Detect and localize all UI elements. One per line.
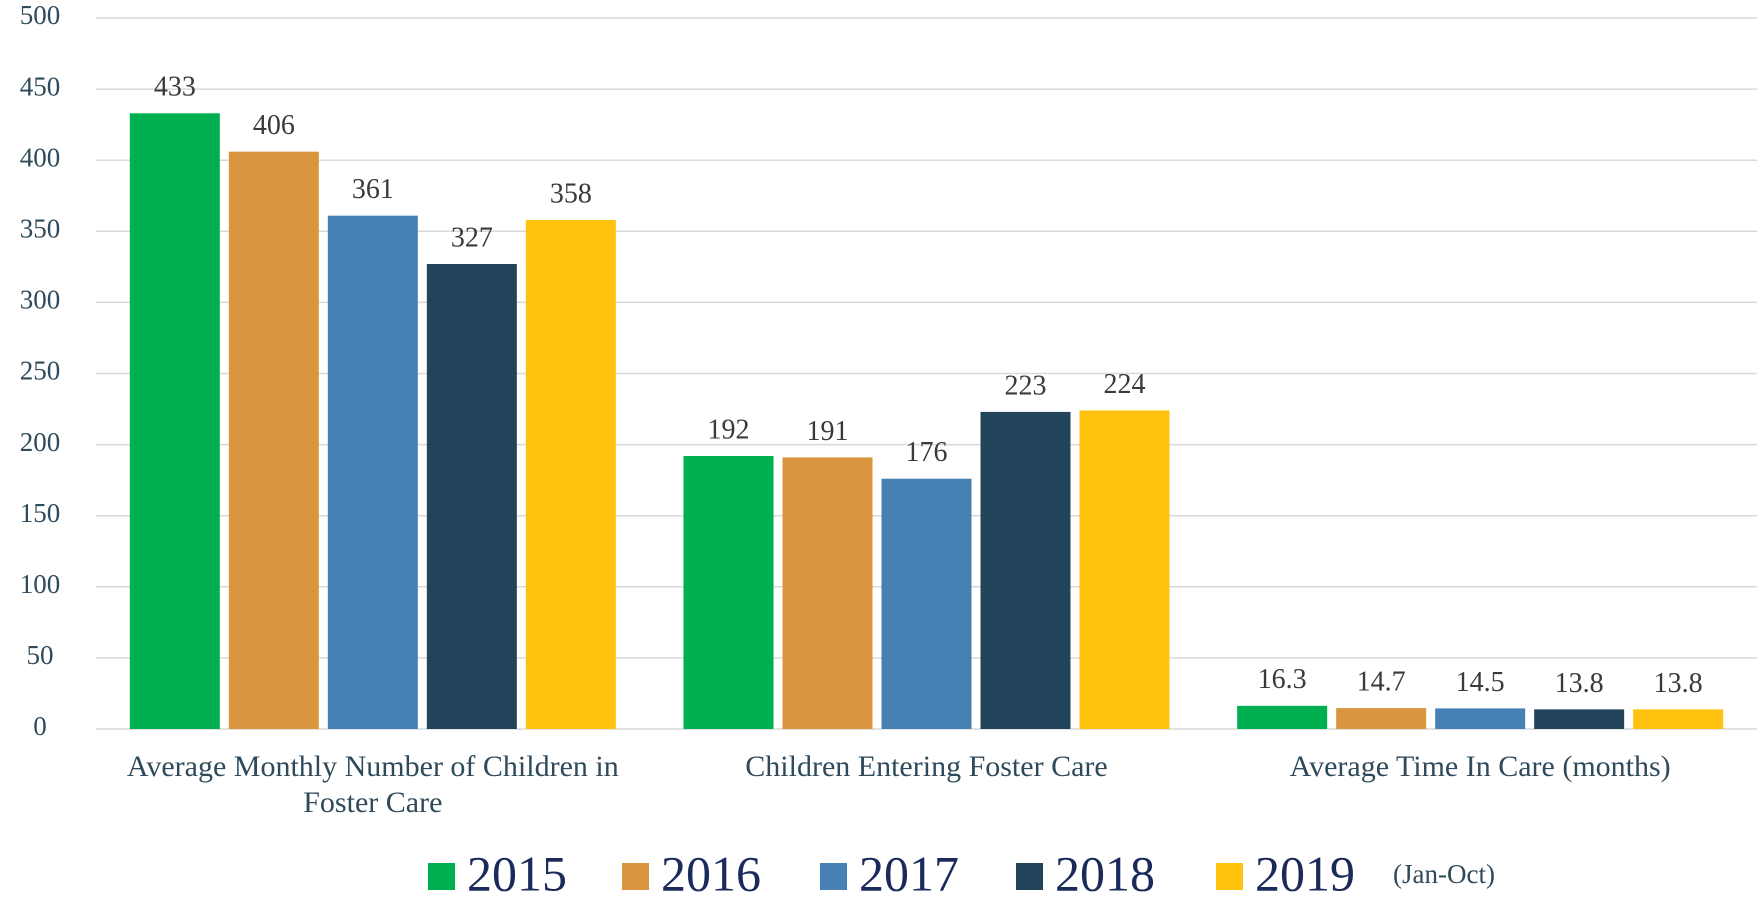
data-label: 223 [1005,370,1047,401]
bar [1633,709,1724,729]
legend-swatch [622,863,649,890]
bar [1534,709,1625,729]
legend-note: (Jan-Oct) [1393,859,1495,889]
legend-label: 2018 [1055,845,1155,901]
y-tick-label: 0 [33,711,47,741]
y-tick-label: 350 [20,214,61,244]
bar [129,113,220,730]
y-tick-label: 100 [20,569,61,599]
y-tick-label: 150 [20,498,61,528]
bar [683,455,774,729]
y-tick-label: 200 [20,427,61,457]
bar [881,478,972,729]
data-label: 192 [708,414,750,445]
legend-swatch [1016,863,1043,890]
y-tick-label: 50 [27,640,54,670]
data-label: 433 [154,72,196,103]
legend-label: 2015 [467,845,567,901]
legend-swatch [1216,863,1243,890]
legend-swatch [428,863,455,890]
x-tick-label-line: Foster Care [303,786,442,819]
data-label: 176 [906,437,948,468]
data-label: 191 [807,416,849,447]
legend-label: 2016 [661,845,761,901]
x-tick-label: Children Entering Foster Care [745,750,1107,783]
bar [1435,708,1526,729]
data-label: 14.5 [1456,667,1505,698]
legend-swatch [820,863,847,890]
bar [1237,705,1328,729]
data-label: 13.8 [1654,668,1703,699]
bar [426,264,517,729]
legend-label: 2017 [859,845,959,901]
bar [1336,708,1427,729]
y-tick-label: 450 [20,71,61,101]
data-label: 13.8 [1555,668,1604,699]
data-label: 16.3 [1258,664,1307,695]
data-label: 361 [352,174,394,205]
bar [980,411,1071,729]
x-tick-label: Average Monthly Number of Children in Fos… [127,750,619,819]
y-tick-label: 400 [20,142,61,172]
y-tick-label: 500 [20,0,61,30]
data-label: 224 [1104,369,1146,400]
bar [782,457,873,729]
legend-label: 2019 [1255,845,1355,901]
data-label: 327 [451,222,493,253]
bar [327,215,418,729]
bar [1079,410,1170,729]
x-tick-label-line: Average Monthly Number of Children in [127,750,619,783]
bar [228,151,319,730]
data-label: 14.7 [1357,667,1406,698]
x-tick-label: Average Time In Care (months) [1290,750,1671,783]
y-tick-label: 250 [20,356,61,386]
data-label: 358 [550,178,592,209]
bar [525,219,616,729]
data-label: 406 [253,110,295,141]
y-tick-label: 300 [20,285,61,315]
